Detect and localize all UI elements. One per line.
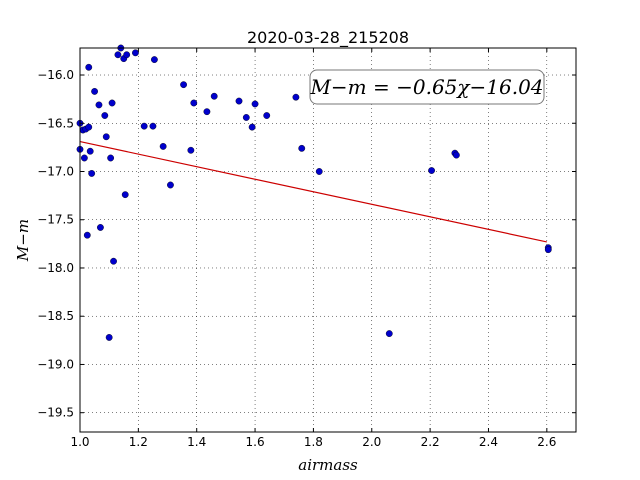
data-point [132, 49, 139, 57]
data-point [80, 154, 88, 162]
x-tick-label: 2.2 [421, 435, 440, 449]
data-point [114, 51, 122, 59]
data-point [149, 122, 157, 130]
fit-equation-text: M−m = −0.65χ−16.04 [309, 75, 543, 99]
data-point [235, 97, 243, 105]
data-point [88, 170, 96, 177]
data-point [263, 112, 271, 119]
x-tick-label: 1.4 [187, 435, 206, 449]
data-point [428, 167, 435, 174]
data-point [150, 56, 158, 63]
data-point [292, 93, 300, 101]
data-point [452, 151, 460, 159]
y-tick-label: −16.5 [37, 116, 74, 130]
data-point [385, 330, 393, 337]
data-point [140, 122, 148, 130]
y-tick-label: −19.0 [37, 357, 74, 371]
data-point [101, 112, 109, 119]
y-axis-label: M−m [14, 219, 32, 262]
x-tick-label: 2.4 [479, 435, 498, 449]
fit-equation-frame [309, 69, 545, 105]
x-tick-label: 1.2 [129, 435, 148, 449]
data-point [108, 99, 116, 107]
data-layer [76, 44, 552, 341]
data-point [315, 168, 323, 175]
data-point [85, 123, 93, 131]
data-point [91, 88, 98, 95]
data-point [86, 147, 94, 155]
data-point [123, 51, 131, 59]
data-point [95, 101, 103, 109]
x-tick-label: 1.6 [246, 435, 265, 449]
y-tick-label: −18.0 [37, 261, 74, 275]
data-point [167, 181, 174, 189]
data-point [242, 114, 250, 121]
data-point [251, 100, 259, 108]
fit-line [79, 141, 547, 243]
data-point [105, 334, 113, 341]
data-point [102, 133, 110, 141]
data-point [248, 123, 256, 131]
data-point [190, 99, 198, 107]
chart-title: 2020-03-28_215208 [247, 28, 409, 48]
x-axis-label: airmass [298, 456, 358, 474]
data-point [180, 81, 187, 89]
data-point [107, 154, 115, 162]
data-point [298, 144, 306, 152]
data-point [203, 108, 211, 116]
grid-lines [79, 48, 576, 432]
data-point [187, 146, 195, 154]
data-point [83, 231, 91, 239]
y-tick-label: −16.0 [37, 68, 74, 82]
fit-equation-box: M−m = −0.65χ−16.04 [309, 69, 545, 105]
data-point [544, 246, 552, 254]
y-tick-label: −17.5 [37, 213, 74, 227]
data-point [121, 191, 129, 199]
data-point [210, 92, 218, 100]
x-tick-label: 1.0 [70, 435, 89, 449]
data-point [85, 63, 93, 71]
x-tick-label: 2.6 [537, 435, 556, 449]
plot-frame [79, 47, 577, 433]
data-point [110, 257, 117, 265]
x-tick-label: 2.0 [362, 435, 381, 449]
tick-layer: 1.0 1.2 1.4 1.6 1.8 2.0 2.2 2.4 2.6 −16.0 −16.5 −17… [37, 48, 576, 449]
x-tick-label: 1.8 [304, 435, 323, 449]
data-point [97, 224, 104, 231]
data-point [159, 143, 167, 150]
y-tick-label: −19.5 [37, 406, 74, 420]
y-tick-label: −17.0 [37, 164, 74, 178]
y-tick-label: −18.5 [37, 309, 74, 323]
